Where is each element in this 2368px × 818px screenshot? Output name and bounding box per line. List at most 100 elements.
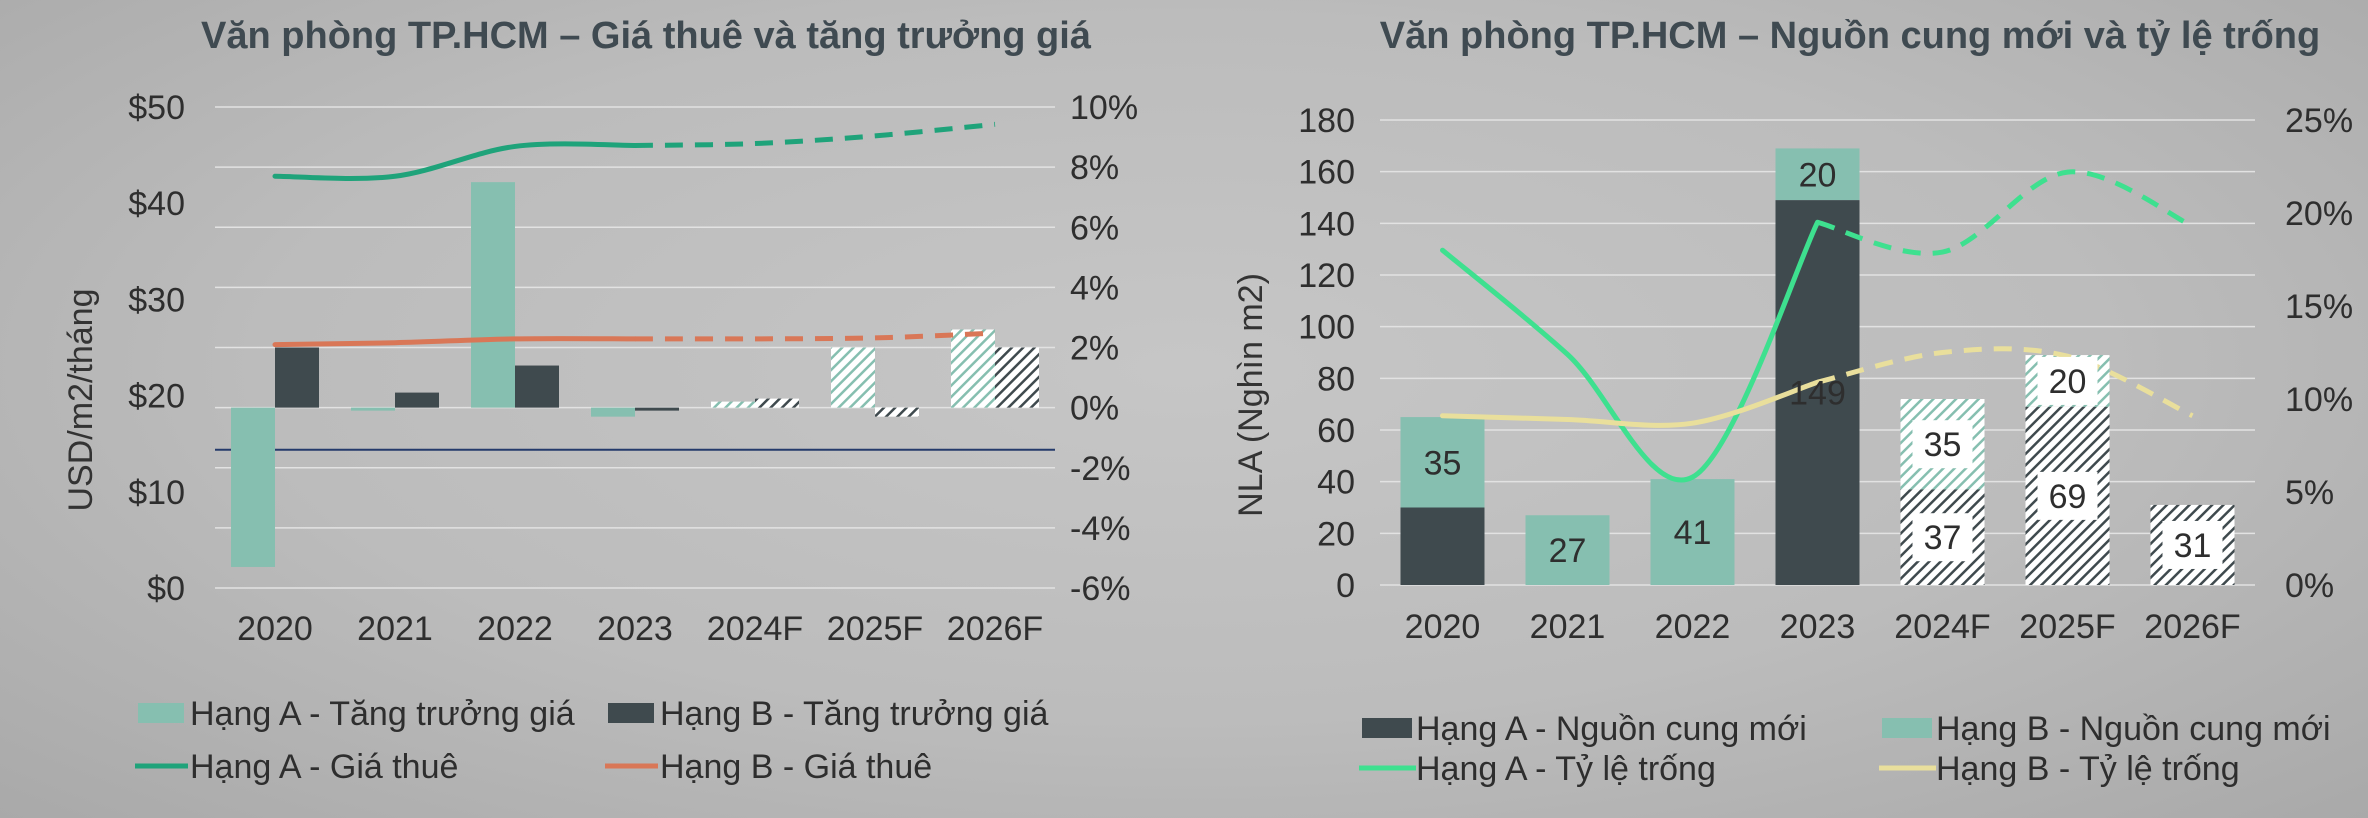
chart1-x-tick-label: 2023 <box>597 610 673 648</box>
chart2-y2-tick-label: 5% <box>2285 474 2334 512</box>
chart1-legend-label: Hạng A - Giá thuê <box>190 748 458 786</box>
chart1-legend: Hạng A - Tăng trưởng giá Hạng B - Tăng tr… <box>135 695 1049 786</box>
rent-growth-chart: Văn phòng TP.HCM – Giá thuê và tăng trưở… <box>62 15 1138 786</box>
chart2-tick-labels: 0 20 40 60 80 100 120 140 160 180 0% 5% 10% 15% 20% 25%… <box>1298 102 2353 646</box>
chart2-line-hang-a-ty-le-trong <box>1440 219 1820 483</box>
chart2-bars <box>1400 148 2235 586</box>
chart2-y2-tick-label: 15% <box>2285 288 2353 326</box>
chart2-data-label: 69 <box>2049 478 2087 516</box>
chart2-bar-hang-a-nguon-cung-moi-0 <box>1400 507 1485 585</box>
chart2-legend-label: Hạng B - Nguồn cung mới <box>1936 710 2331 748</box>
chart2-y-tick-label: 20 <box>1317 515 1355 553</box>
chart1-line-hang-a-gia-thue <box>272 141 638 181</box>
chart1-legend-label: Hạng A - Tăng trưởng giá <box>190 695 575 733</box>
chart2-y2-tick-label: 10% <box>2285 381 2353 419</box>
chart1-y2-tick-label: -2% <box>1070 450 1130 488</box>
chart2-y-tick-label: 140 <box>1298 205 1355 243</box>
chart1-y2-tick-label: -4% <box>1070 510 1130 548</box>
chart1-legend-label: Hạng B - Tăng trưởng giá <box>660 695 1049 733</box>
chart1-legend-swatch <box>608 703 654 723</box>
chart1-bar-hang-b-tang-truong-gia-6 <box>995 347 1039 408</box>
chart2-data-label-box <box>1912 513 1973 562</box>
chart2-title: Văn phòng TP.HCM – Nguồn cung mới và tỷ … <box>1380 15 2320 57</box>
chart2-x-tick-label: 2024F <box>1894 608 1990 646</box>
chart2-bar-hang-b-nguon-cung-moi-0 <box>1400 417 1485 508</box>
chart1-x-tick-label: 2024F <box>707 610 803 648</box>
chart2-bar-hang-b-nguon-cung-moi-1 <box>1525 515 1610 585</box>
chart1-y-tick-label: $30 <box>128 281 185 319</box>
chart1-x-tick-label: 2025F <box>827 610 923 648</box>
chart1-bar-hang-a-tang-truong-gia-1 <box>351 407 395 411</box>
chart1-y2-tick-label: 4% <box>1070 269 1119 307</box>
chart2-data-label: 27 <box>1549 532 1587 570</box>
chart1-y2-tick-label: 6% <box>1070 209 1119 247</box>
chart1-bar-hang-a-tang-truong-gia-5 <box>831 347 875 408</box>
chart2-y-tick-label: 180 <box>1298 102 1355 140</box>
chart2-data-label: 35 <box>1424 444 1462 482</box>
chart1-bar-hang-b-tang-truong-gia-3 <box>635 407 679 411</box>
chart2-legend-label: Hạng A - Tỷ lệ trống <box>1416 750 1716 788</box>
chart2-y2-tick-label: 0% <box>2285 567 2334 605</box>
chart2-legend-swatch <box>1882 718 1932 738</box>
chart1-bar-hang-b-tang-truong-gia-5 <box>875 407 919 417</box>
chart2-data-label: 149 <box>1789 375 1846 413</box>
chart2-y2-tick-label: 25% <box>2285 102 2353 140</box>
chart1-y2-tick-label: 0% <box>1070 390 1119 428</box>
chart2-y-tick-label: 160 <box>1298 154 1355 192</box>
chart2-data-label-box <box>2037 356 2098 405</box>
chart1-x-tick-label: 2026F <box>947 610 1043 648</box>
chart2-line-hang-a-ty-le-trong-forecast <box>1816 169 2194 256</box>
chart2-x-tick-label: 2025F <box>2019 608 2115 646</box>
chart2-y-tick-label: 120 <box>1298 257 1355 295</box>
chart2-data-label: 35 <box>1924 426 1962 464</box>
chart2-x-tick-label: 2023 <box>1780 608 1856 646</box>
chart1-x-tick-label: 2021 <box>357 610 433 648</box>
chart2-data-label: 20 <box>1799 156 1837 194</box>
chart2-legend-label: Hạng B - Tỷ lệ trống <box>1936 750 2240 788</box>
chart2-data-label-box <box>1912 420 1973 469</box>
chart1-y-tick-label: $10 <box>128 474 185 512</box>
chart1-x-tick-label: 2022 <box>477 610 553 648</box>
chart2-x-tick-label: 2022 <box>1655 608 1731 646</box>
chart2-x-tick-label: 2026F <box>2144 608 2240 646</box>
chart1-tick-labels: $0 $10 $20 $30 $40 $50 -6% -4% -2% 0% 2% 4% 6% 8% 10% 2… <box>128 89 1138 648</box>
chart1-title: Văn phòng TP.HCM – Giá thuê và tăng trưở… <box>201 15 1092 57</box>
chart2-line-hang-b-ty-le-trong <box>1440 379 1820 428</box>
chart2-data-label: 20 <box>2049 363 2087 401</box>
chart2-y-tick-label: 0 <box>1336 567 1355 605</box>
chart1-y2-tick-label: -6% <box>1070 570 1130 608</box>
chart1-y-tick-label: $40 <box>128 185 185 223</box>
chart2-y-tick-label: 60 <box>1317 412 1355 450</box>
chart2-legend: Hạng A - Nguồn cung mới Hạng B - Nguồn cu… <box>1359 710 2331 788</box>
chart1-y-axis-label: USD/m2/tháng <box>62 289 100 512</box>
chart2-data-labels: 149 37 69 31 35 27 41 20 35 20 <box>1424 156 2223 570</box>
chart1-bar-hang-b-tang-truong-gia-4 <box>755 398 799 408</box>
chart1-line-hang-b-gia-thue-forecast <box>634 330 996 342</box>
chart1-y-tick-label: $50 <box>128 89 185 127</box>
chart2-line-hang-b-ty-le-trong-forecast <box>1816 346 2194 418</box>
chart1-y-tick-label: $0 <box>147 570 185 608</box>
chart2-legend-label: Hạng A - Nguồn cung mới <box>1416 710 1807 748</box>
chart1-bar-hang-b-tang-truong-gia-0 <box>275 347 319 408</box>
chart1-y2-tick-label: 2% <box>1070 330 1119 368</box>
chart2-legend-swatch <box>1362 718 1412 738</box>
chart2-lines <box>1440 169 2194 483</box>
chart1-line-hang-a-gia-thue-forecast <box>634 121 996 148</box>
chart2-y-tick-label: 40 <box>1317 464 1355 502</box>
chart1-lines <box>272 121 996 348</box>
chart1-bar-hang-a-tang-truong-gia-4 <box>711 401 755 408</box>
chart2-bar-hang-b-nguon-cung-moi-2 <box>1650 479 1735 585</box>
chart1-y2-tick-label: 10% <box>1070 89 1138 127</box>
chart1-y-tick-label: $20 <box>128 378 185 416</box>
chart2-y2-tick-label: 20% <box>2285 195 2353 233</box>
chart2-bar-hang-b-nguon-cung-moi-3 <box>1775 148 1860 201</box>
chart2-y-axis-label: NLA (Nghìn m2) <box>1232 273 1270 517</box>
chart1-line-hang-b-gia-thue <box>272 336 638 348</box>
chart2-x-tick-label: 2021 <box>1530 608 1606 646</box>
chart1-bar-hang-a-tang-truong-gia-0 <box>231 407 275 567</box>
chart1-bar-hang-b-tang-truong-gia-2 <box>515 365 559 408</box>
chart1-bar-hang-b-tang-truong-gia-1 <box>395 392 439 408</box>
chart1-y2-tick-label: 8% <box>1070 149 1119 187</box>
chart1-bar-hang-a-tang-truong-gia-6 <box>951 329 995 408</box>
chart2-x-tick-label: 2020 <box>1405 608 1481 646</box>
